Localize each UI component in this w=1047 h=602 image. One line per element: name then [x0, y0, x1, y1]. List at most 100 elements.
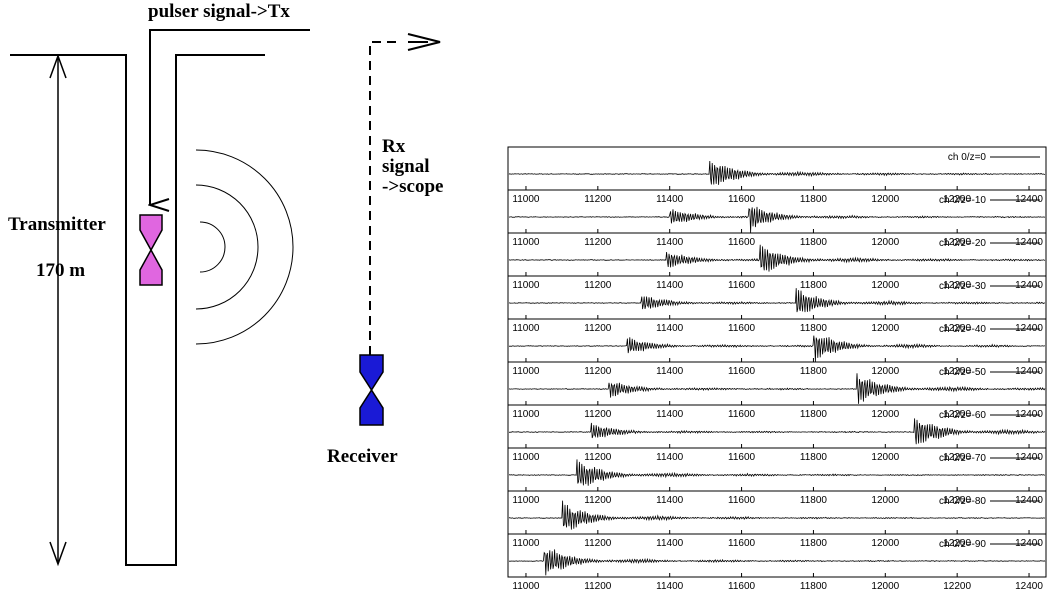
x-tick-label: 12000 [871, 495, 899, 506]
x-tick-label: 12000 [871, 452, 899, 463]
x-tick-label: 11800 [800, 495, 828, 506]
x-tick-label: 11000 [512, 538, 540, 549]
transmitter-label: Transmitter [8, 214, 106, 235]
waveform [508, 206, 1046, 233]
depth-arrow-heads [49, 53, 67, 567]
x-tick-label: 11400 [656, 323, 684, 334]
x-tick-label: 12000 [871, 581, 899, 592]
x-tick-label: 11600 [728, 581, 756, 592]
pulser-cable [150, 29, 310, 205]
x-tick-label: 11400 [656, 409, 684, 420]
trace-panel [507, 533, 1047, 578]
x-tick-label: 12200 [943, 366, 971, 377]
x-tick-label: 12200 [943, 452, 971, 463]
x-tick-label: 11400 [656, 538, 684, 549]
x-tick-label: 11600 [728, 366, 756, 377]
x-tick-label: 11600 [728, 280, 756, 291]
x-tick-label: 11600 [728, 194, 756, 205]
pulser-label: pulser signal->Tx [148, 1, 290, 22]
x-tick-label: 11200 [584, 237, 612, 248]
waveform [509, 459, 1045, 486]
x-tick-label: 11200 [584, 495, 612, 506]
x-tick-label: 11800 [800, 366, 828, 377]
depth-label: 170 m [36, 260, 85, 281]
rx-label: signal [382, 156, 430, 177]
transmitter-icon [139, 214, 163, 286]
trace-label: ch 0/z=-20 [939, 238, 986, 249]
waveform [508, 500, 1046, 530]
x-tick-label: 12000 [871, 366, 899, 377]
x-tick-label: 11000 [512, 323, 540, 334]
x-tick-label: 11600 [728, 323, 756, 334]
x-tick-label: 11400 [656, 581, 684, 592]
waveform [508, 335, 1045, 362]
x-tick-label: 11400 [656, 452, 684, 463]
x-tick-label: 12200 [943, 495, 971, 506]
x-tick-label: 11000 [512, 280, 540, 291]
receiver-icon [359, 354, 384, 426]
x-tick-label: 11800 [800, 409, 828, 420]
x-tick-label: 12400 [1015, 581, 1043, 592]
x-tick-label: 11200 [584, 280, 612, 291]
x-tick-label: 11000 [512, 581, 540, 592]
borehole [10, 54, 265, 566]
x-tick-label: 12000 [871, 538, 899, 549]
radiated-waves [195, 149, 294, 345]
rx-arrow [407, 33, 441, 51]
trace-label: ch 0/z=-70 [939, 453, 986, 464]
waveform [508, 288, 1046, 313]
x-tick-label: 11800 [800, 581, 828, 592]
rx-cable [369, 41, 400, 355]
waveform [508, 373, 1046, 404]
trace-label: ch 0/z=-50 [939, 367, 986, 378]
rx-label: ->scope [382, 176, 443, 197]
x-tick-label: 12000 [871, 409, 899, 420]
x-tick-label: 12200 [943, 323, 971, 334]
x-tick-label: 11800 [800, 194, 828, 205]
trace-label: ch 0/z=-90 [939, 539, 986, 550]
x-tick-label: 11600 [728, 452, 756, 463]
x-tick-label: 11200 [584, 538, 612, 549]
x-tick-label: 11400 [656, 280, 684, 291]
x-tick-label: 11200 [584, 581, 612, 592]
x-tick-label: 11800 [800, 280, 828, 291]
x-tick-label: 11600 [728, 538, 756, 549]
x-tick-label: 11200 [584, 194, 612, 205]
waveform [508, 418, 1046, 445]
rx-label: Rx [382, 136, 406, 157]
x-tick-label: 12200 [943, 280, 971, 291]
borehole-diagram [10, 29, 441, 567]
x-tick-label: 12000 [871, 323, 899, 334]
x-tick-label: 11400 [656, 495, 684, 506]
x-tick-label: 12000 [871, 237, 899, 248]
x-tick-label: 11600 [728, 409, 756, 420]
x-tick-label: 11800 [800, 538, 828, 549]
x-tick-label: 11400 [656, 194, 684, 205]
x-tick-label: 12000 [871, 280, 899, 291]
x-tick-label: 11000 [512, 194, 540, 205]
x-tick-label: 12200 [943, 538, 971, 549]
trace-label: ch 0/z=-30 [939, 281, 986, 292]
waveform [508, 160, 1046, 185]
trace-label: ch 0/z=0 [948, 152, 987, 163]
x-tick-label: 11000 [512, 495, 540, 506]
x-tick-label: 12200 [943, 581, 971, 592]
x-tick-label: 11800 [800, 452, 828, 463]
x-tick-label: 11200 [584, 409, 612, 420]
x-tick-label: 11000 [512, 409, 540, 420]
trace-label: ch 0/z=-10 [939, 195, 986, 206]
x-tick-label: 11000 [512, 452, 540, 463]
x-tick-label: 12000 [871, 194, 899, 205]
x-tick-label: 12200 [943, 194, 971, 205]
x-tick-label: 11200 [584, 452, 612, 463]
x-tick-label: 11000 [512, 237, 540, 248]
trace-label: ch 0/z=-40 [939, 324, 986, 335]
waveform [508, 244, 1046, 272]
x-tick-label: 11600 [728, 495, 756, 506]
trace-label: ch 0/z=-60 [939, 410, 986, 421]
x-tick-label: 11800 [800, 323, 828, 334]
x-tick-label: 12200 [943, 409, 971, 420]
trace-label: ch 0/z=-80 [939, 496, 986, 507]
